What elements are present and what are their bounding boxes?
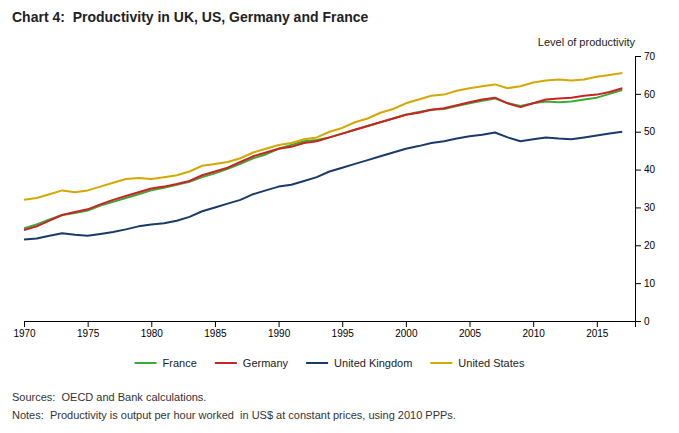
y-tick-label: 40	[644, 164, 656, 175]
annotation: Sources: OECD and Bank calculations.	[12, 391, 206, 403]
y-tick-label: 50	[644, 126, 656, 137]
series-line	[24, 132, 622, 240]
y-tick: 10	[635, 278, 656, 289]
x-tick-mark	[597, 321, 598, 327]
x-axis-line	[25, 322, 636, 328]
y-axis-label: Level of productivity	[538, 36, 636, 48]
x-tick: 2000	[395, 321, 418, 339]
x-tick-label: 2010	[523, 328, 546, 339]
legend: France Germany United Kingdom United States	[135, 357, 525, 369]
x-tick-label: 1995	[332, 328, 355, 339]
x-tick-label: 1990	[268, 328, 291, 339]
series-line	[24, 90, 622, 228]
x-tick: 1975	[77, 321, 100, 339]
y-tick-mark	[635, 132, 641, 133]
y-tick: 60	[635, 89, 656, 100]
x-tick-mark	[342, 321, 343, 327]
x-tick: 1995	[332, 321, 355, 339]
y-tick: 0	[635, 316, 650, 327]
legend-item: United States	[430, 357, 525, 369]
y-tick-label: 20	[644, 240, 656, 251]
x-tick-mark	[533, 321, 534, 327]
x-tick-mark	[470, 321, 471, 327]
y-tick: 50	[635, 126, 656, 137]
y-tick-label: 70	[644, 51, 656, 62]
x-tick: 2005	[459, 321, 482, 339]
legend-label: United Kingdom	[334, 357, 412, 369]
x-tick-label: 2000	[395, 328, 418, 339]
y-axis-line	[636, 57, 642, 322]
plot-area	[24, 73, 622, 240]
chart: Chart 4: Productivity in UK, US, Germany…	[0, 0, 679, 433]
x-tick: 2015	[586, 321, 609, 339]
y-tick-label: 60	[644, 89, 656, 100]
x-tick-mark	[279, 321, 280, 327]
x-tick-label: 2015	[586, 328, 609, 339]
legend-swatch	[215, 362, 237, 364]
x-tick-label: 1970	[13, 328, 36, 339]
x-tick-mark	[151, 321, 152, 327]
x-tick: 2010	[523, 321, 546, 339]
y-tick-mark	[635, 207, 641, 208]
x-tick: 1980	[141, 321, 164, 339]
x-tick: 1985	[204, 321, 227, 339]
y-tick-mark	[635, 170, 641, 171]
y-tick-mark	[635, 94, 641, 95]
y-tick-label: 30	[644, 202, 656, 213]
y-tick: 40	[635, 164, 656, 175]
chart-title: Chart 4: Productivity in UK, US, Germany…	[12, 9, 369, 25]
y-tick: 30	[635, 202, 656, 213]
series-line	[24, 73, 622, 200]
legend-label: Germany	[243, 357, 289, 369]
x-tick-label: 2005	[459, 328, 482, 339]
legend-item: United Kingdom	[306, 357, 412, 369]
annotation: Notes: Productivity is output per hour w…	[12, 409, 456, 421]
legend-swatch	[430, 362, 452, 364]
x-tick-mark	[215, 321, 216, 327]
y-tick: 70	[635, 51, 656, 62]
legend-label: France	[163, 357, 197, 369]
x-tick-mark	[406, 321, 407, 327]
legend-item: France	[135, 357, 197, 369]
x-tick-label: 1985	[204, 328, 227, 339]
y-tick: 20	[635, 240, 656, 251]
x-axis: 1970 1975 1980 1985 1990 1995 2000 2005 2010 2015	[13, 321, 635, 339]
x-tick-label: 1975	[77, 328, 100, 339]
y-axis: 0 10 20 30 40 50 60 70	[635, 51, 656, 327]
series-line	[24, 88, 622, 230]
x-tick-label: 1980	[141, 328, 164, 339]
y-tick-mark	[635, 283, 641, 284]
legend-label: United States	[458, 357, 525, 369]
x-tick-mark	[88, 321, 89, 327]
y-tick-mark	[635, 56, 641, 57]
x-tick: 1990	[268, 321, 291, 339]
y-tick-label: 0	[644, 316, 650, 327]
y-tick-label: 10	[644, 278, 656, 289]
y-tick-mark	[635, 321, 641, 322]
legend-swatch	[306, 362, 328, 364]
legend-swatch	[135, 362, 157, 364]
x-tick: 1970	[13, 321, 36, 339]
y-tick-mark	[635, 245, 641, 246]
x-tick-mark	[24, 321, 25, 327]
legend-item: Germany	[215, 357, 289, 369]
